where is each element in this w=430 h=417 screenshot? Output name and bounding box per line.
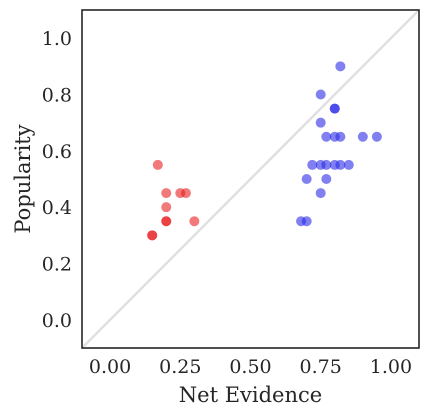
y-tick-label: 0.8 — [42, 85, 72, 107]
plot-frame — [81, 9, 420, 349]
data-point-series-1-18 — [315, 188, 326, 199]
data-point-series-1-7 — [335, 131, 346, 142]
data-point-series-1-0 — [335, 61, 346, 72]
data-point-series-1-12 — [321, 159, 332, 170]
x-axis-label: Net Evidence — [179, 383, 322, 407]
y-axis-label: Popularity — [11, 124, 35, 233]
data-point-series-0-1 — [161, 188, 172, 199]
data-point-series-1-9 — [371, 131, 382, 142]
x-tick-label: 1.00 — [370, 356, 412, 378]
data-point-series-1-4 — [315, 117, 326, 128]
data-point-series-1-5 — [321, 131, 332, 142]
data-point-series-1-1 — [315, 89, 326, 100]
data-point-series-1-17 — [321, 174, 332, 184]
data-point-series-0-9 — [147, 230, 158, 241]
data-point-series-1-16 — [301, 174, 312, 184]
data-point-series-1-3 — [329, 103, 340, 114]
data-point-series-1-15 — [343, 159, 354, 170]
data-point-series-0-3 — [180, 188, 191, 199]
data-point-series-1-20 — [301, 216, 312, 227]
x-tick-label: 0.50 — [229, 356, 271, 378]
x-tick-label: 0.00 — [89, 356, 131, 378]
data-point-series-0-0 — [152, 159, 163, 170]
data-point-series-0-6 — [161, 216, 172, 227]
x-tick-label: 0.75 — [300, 356, 342, 378]
y-tick-label: 0.6 — [42, 141, 72, 163]
x-tick-label: 0.25 — [159, 356, 201, 378]
data-point-series-1-10 — [307, 159, 318, 170]
data-point-series-1-8 — [357, 131, 368, 142]
y-tick-label: 0.0 — [42, 310, 72, 332]
data-point-series-0-7 — [189, 216, 200, 227]
data-point-series-1-14 — [335, 159, 346, 170]
y-tick-label: 1.0 — [42, 28, 72, 50]
y-tick-label: 0.2 — [42, 254, 72, 276]
data-point-series-0-4 — [161, 202, 172, 213]
y-tick-label: 0.4 — [42, 197, 72, 219]
reference-diagonal-line — [81, 9, 420, 349]
